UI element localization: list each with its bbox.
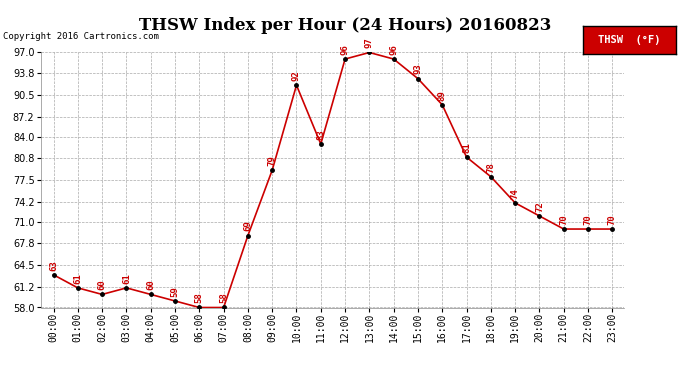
Text: 79: 79 [268,155,277,166]
Text: 83: 83 [316,129,325,140]
Text: 70: 70 [584,214,593,225]
Text: THSW  (°F): THSW (°F) [598,35,661,45]
Text: 59: 59 [170,286,179,297]
Text: 97: 97 [365,38,374,48]
Text: 93: 93 [413,64,422,75]
Text: 60: 60 [97,279,107,290]
Text: 92: 92 [292,70,301,81]
Text: 96: 96 [341,44,350,55]
Text: THSW Index per Hour (24 Hours) 20160823: THSW Index per Hour (24 Hours) 20160823 [139,17,551,34]
Text: 70: 70 [559,214,569,225]
Text: 61: 61 [73,273,82,284]
Text: 96: 96 [389,44,398,55]
Text: 81: 81 [462,142,471,153]
Text: 89: 89 [437,90,446,101]
Text: 63: 63 [49,260,58,271]
Text: 69: 69 [244,220,253,231]
Text: 74: 74 [511,188,520,199]
Text: Copyright 2016 Cartronics.com: Copyright 2016 Cartronics.com [3,32,159,41]
Text: 72: 72 [535,201,544,212]
Text: 61: 61 [122,273,131,284]
Text: 70: 70 [608,214,617,225]
Text: 58: 58 [219,292,228,303]
Text: 60: 60 [146,279,155,290]
Text: 78: 78 [486,162,495,172]
Text: 58: 58 [195,292,204,303]
